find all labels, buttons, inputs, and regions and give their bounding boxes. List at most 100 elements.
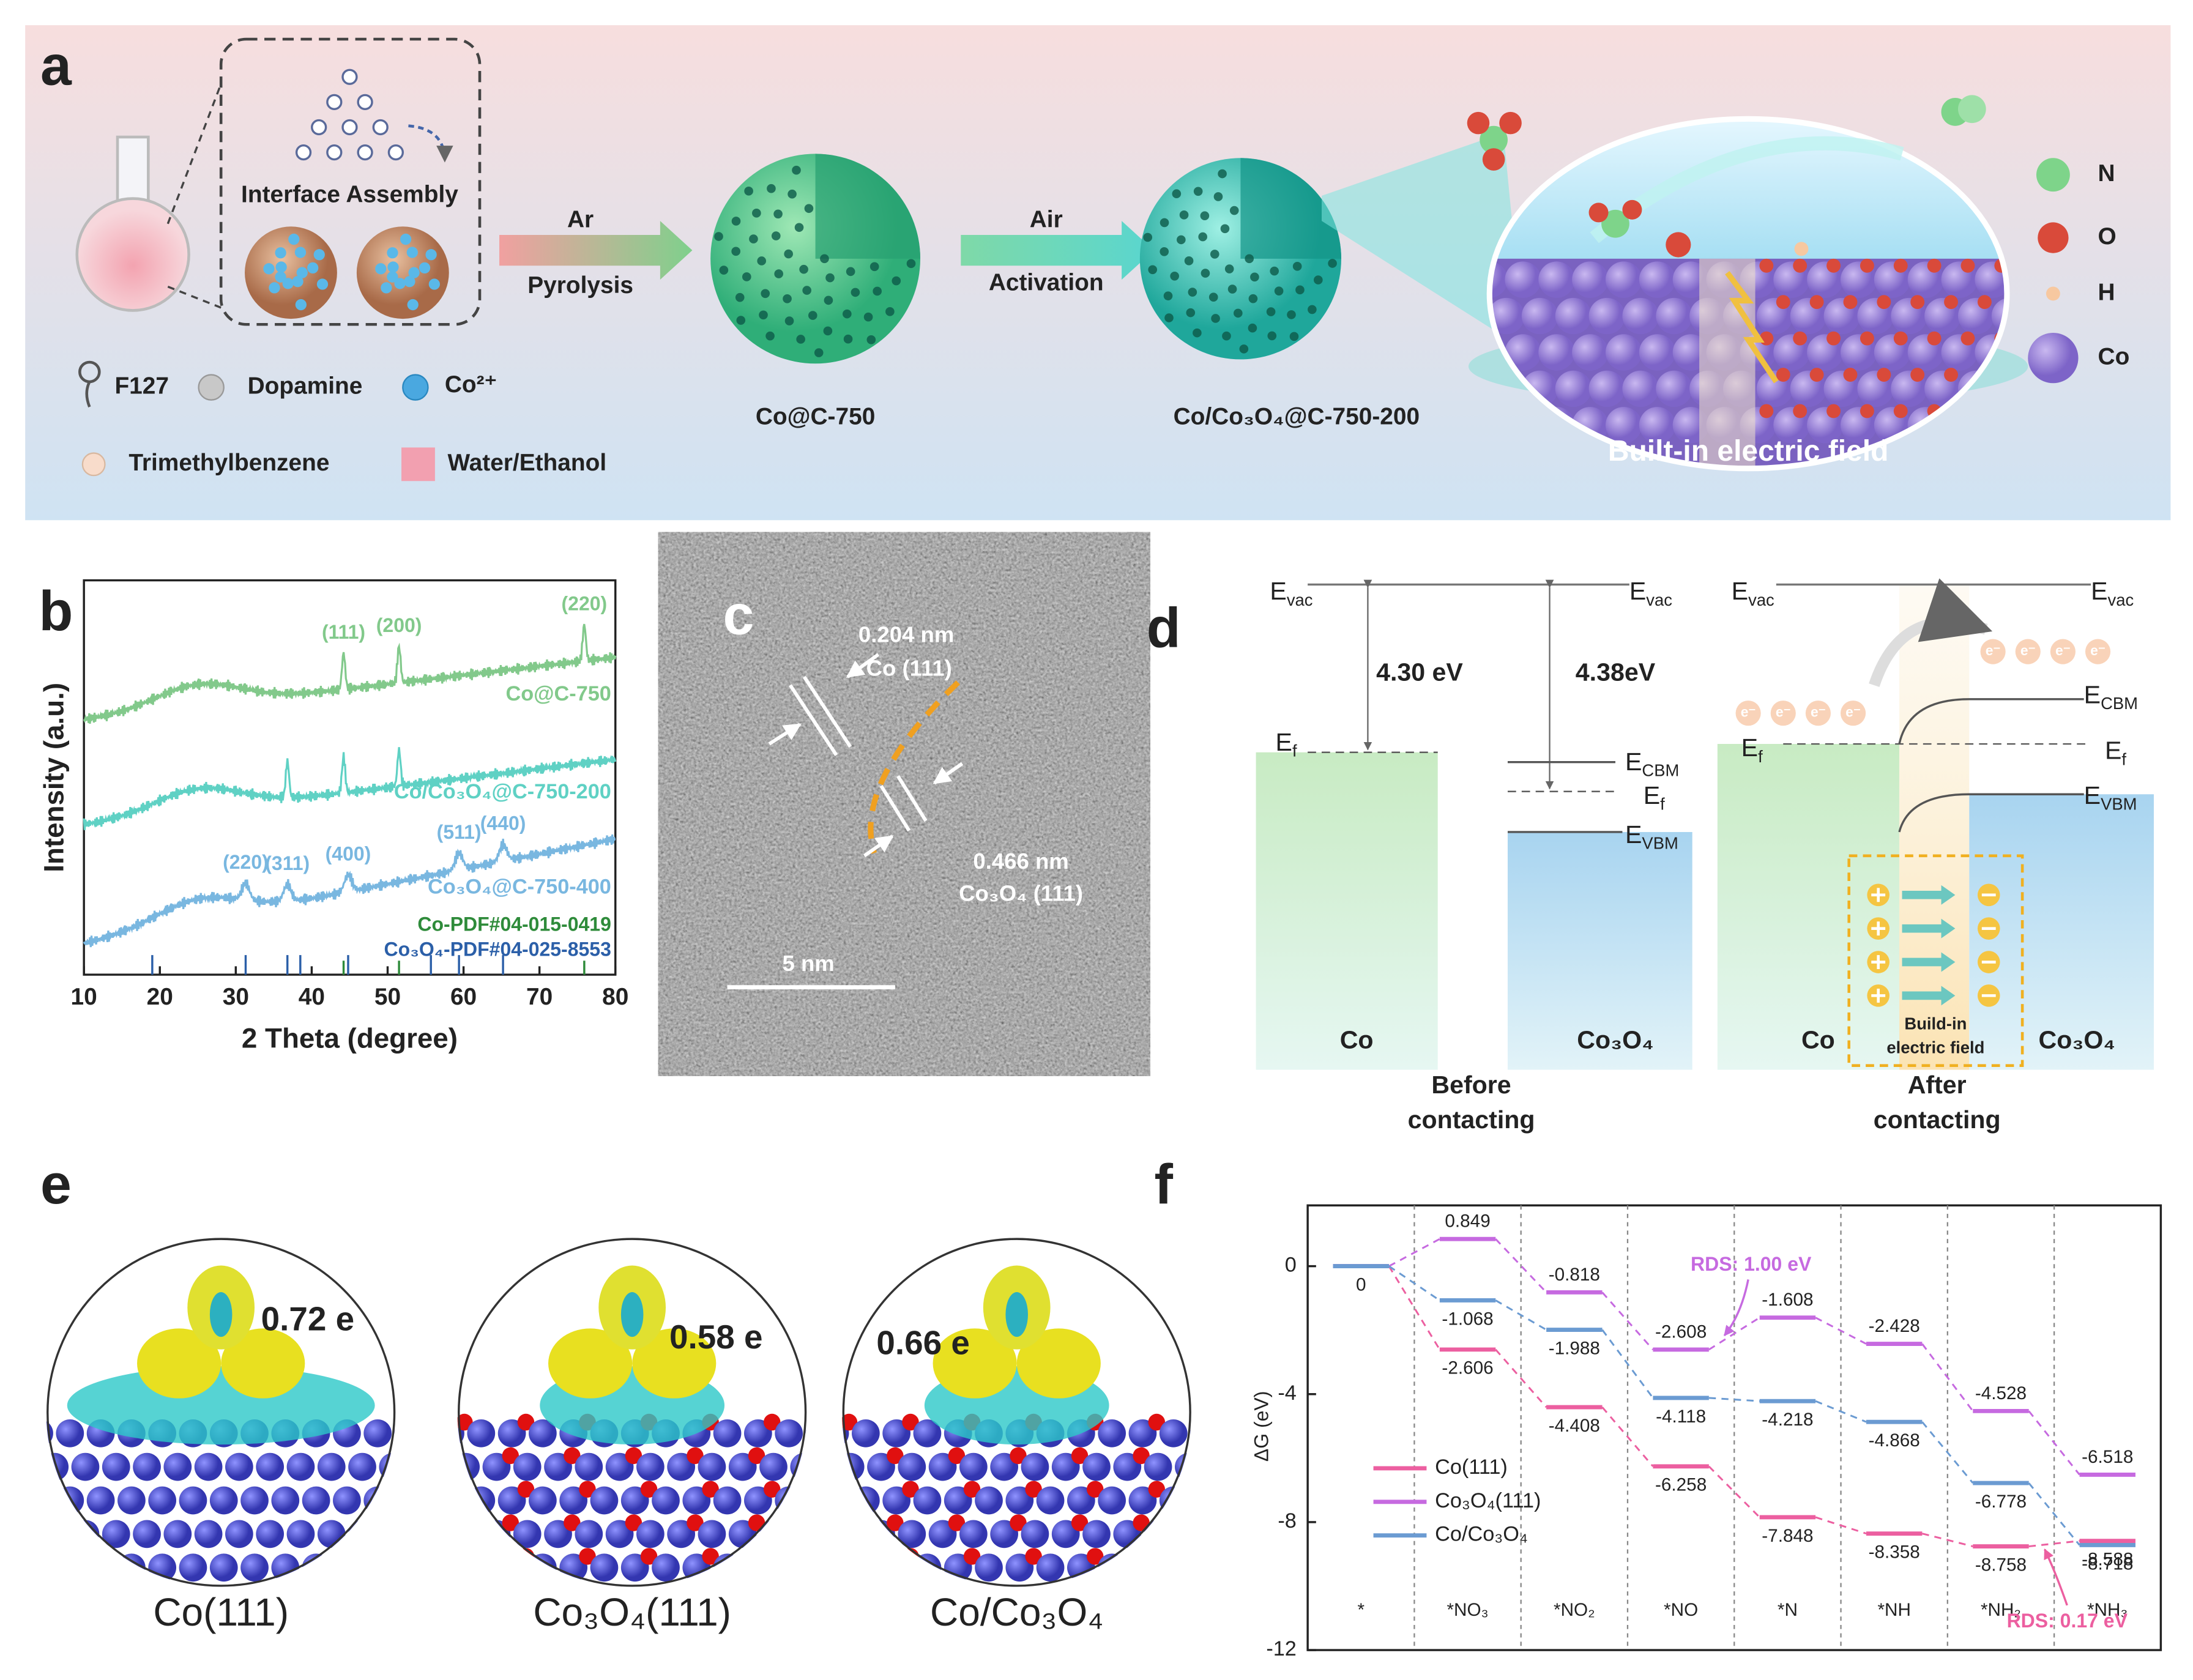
pore: [787, 189, 797, 199]
pore: [387, 271, 398, 283]
co-atom: [102, 1452, 130, 1481]
co-atom: [225, 1520, 253, 1548]
co-atom: [842, 1553, 849, 1582]
pore: [892, 276, 901, 286]
co-atom: [790, 1452, 807, 1481]
o-atom: [579, 1548, 596, 1565]
pore: [387, 261, 399, 273]
panel-label: a: [40, 34, 72, 97]
work-function-label: 4.30 eV: [1376, 658, 1463, 686]
legend-label: Trimethylbenzene: [128, 450, 329, 476]
molecules: [1467, 95, 1986, 258]
energy-level-label: Evac: [1732, 577, 1774, 609]
structure-image: [457, 1237, 842, 1588]
energy-subscript: f: [1758, 747, 1763, 766]
charge-accumulation: [137, 1328, 222, 1399]
structure-image: [842, 1237, 1234, 1588]
field-arrow: [1902, 952, 1956, 972]
pore: [1193, 328, 1202, 338]
co-atom: [959, 1452, 988, 1481]
x-tick-label: 30: [223, 984, 249, 1010]
co-atom: [513, 1452, 542, 1481]
energy-level-label: Evac: [1270, 577, 1312, 609]
energy-symbol: E: [1741, 734, 1758, 762]
co-atom: [698, 1452, 726, 1481]
series-label: Co@C-750: [505, 682, 611, 705]
value-label: -0.818: [1549, 1265, 1600, 1285]
oxygen-atom: [1893, 331, 1908, 346]
o-atom: [1133, 1514, 1150, 1531]
pore: [1248, 294, 1258, 303]
co-atom: [271, 1486, 300, 1515]
co-atom: [56, 1419, 84, 1448]
value-label: -2.428: [1869, 1316, 1920, 1336]
o-atom: [687, 1514, 704, 1531]
o-atom: [825, 1481, 842, 1498]
y-tick-label: 0: [1285, 1254, 1297, 1277]
material-label: Co₃O₄: [2039, 1026, 2115, 1054]
panel-d: 4.30 eV 4.38eV Co Co₃O₄ Before contactin…: [1256, 577, 2154, 1134]
electron-label: e⁻: [1811, 704, 1826, 720]
oxygen-atom: [1843, 368, 1858, 382]
pore: [275, 247, 286, 259]
co-atom: [1144, 1452, 1172, 1481]
co-atom: [1605, 407, 1642, 444]
o-atom: [1071, 1514, 1089, 1531]
o-atom: [579, 1481, 596, 1498]
o-atom: [517, 1481, 535, 1498]
pore: [307, 262, 319, 274]
co-atom: [1656, 370, 1692, 407]
energy-symbol: E: [1625, 820, 1642, 849]
pore: [1328, 259, 1337, 268]
pore: [866, 335, 876, 344]
atom-label: H: [2098, 279, 2115, 305]
o-atom: [825, 1414, 842, 1430]
co-atom: [46, 1553, 53, 1582]
oxygen-atom: [1793, 331, 1808, 346]
pore: [1188, 288, 1197, 297]
co-atom: [1174, 1452, 1192, 1481]
co-atom: [46, 1486, 53, 1515]
co-atom: [805, 1419, 807, 1448]
pore: [824, 295, 833, 305]
micelle-pores: [263, 233, 440, 311]
pore: [719, 266, 729, 275]
co-atom: [805, 1486, 807, 1515]
co-atom: [1205, 1453, 1234, 1481]
depletion-region: [1899, 584, 1970, 1070]
atom-swatch: [2028, 332, 2079, 384]
energy-subscript: f: [1660, 795, 1665, 814]
structure-label: Co₃O₄(111): [533, 1590, 731, 1634]
pore: [1211, 314, 1220, 323]
field-arrow: [1902, 885, 1956, 905]
co-atom: [1159, 1486, 1188, 1515]
co-atom: [529, 1553, 557, 1582]
pore: [1229, 206, 1239, 215]
co-atom: [575, 1452, 603, 1481]
pore: [1179, 210, 1189, 220]
oxygen-atom: [1759, 404, 1774, 418]
o-atom: [764, 1481, 781, 1498]
co-atom: [410, 1453, 438, 1481]
co-atom: [86, 1553, 115, 1582]
o-atom: [902, 1413, 919, 1431]
co-atom: [363, 1486, 392, 1515]
x-tick-label: 80: [602, 984, 628, 1010]
o-atom: [687, 1447, 704, 1465]
co-atom: [410, 1520, 438, 1548]
panel-label: b: [39, 580, 73, 642]
x-tick-label: 70: [526, 984, 553, 1010]
y-tick-label: -8: [1278, 1509, 1296, 1533]
product-label: Co/Co₃O₄@C-750-200: [1174, 404, 1420, 430]
pore: [1218, 169, 1227, 179]
co-atom: [759, 1452, 787, 1481]
panel-label: e: [40, 1153, 72, 1216]
energy-level-label: EVBM: [2084, 781, 2137, 814]
mesh-node: [357, 144, 373, 161]
flask: [75, 135, 190, 312]
field-label: Build-in: [1904, 1014, 1967, 1033]
o-atom: [825, 1548, 842, 1564]
co-atom: [457, 1520, 480, 1548]
value-label: -8.358: [1869, 1542, 1920, 1562]
pore: [765, 331, 775, 341]
